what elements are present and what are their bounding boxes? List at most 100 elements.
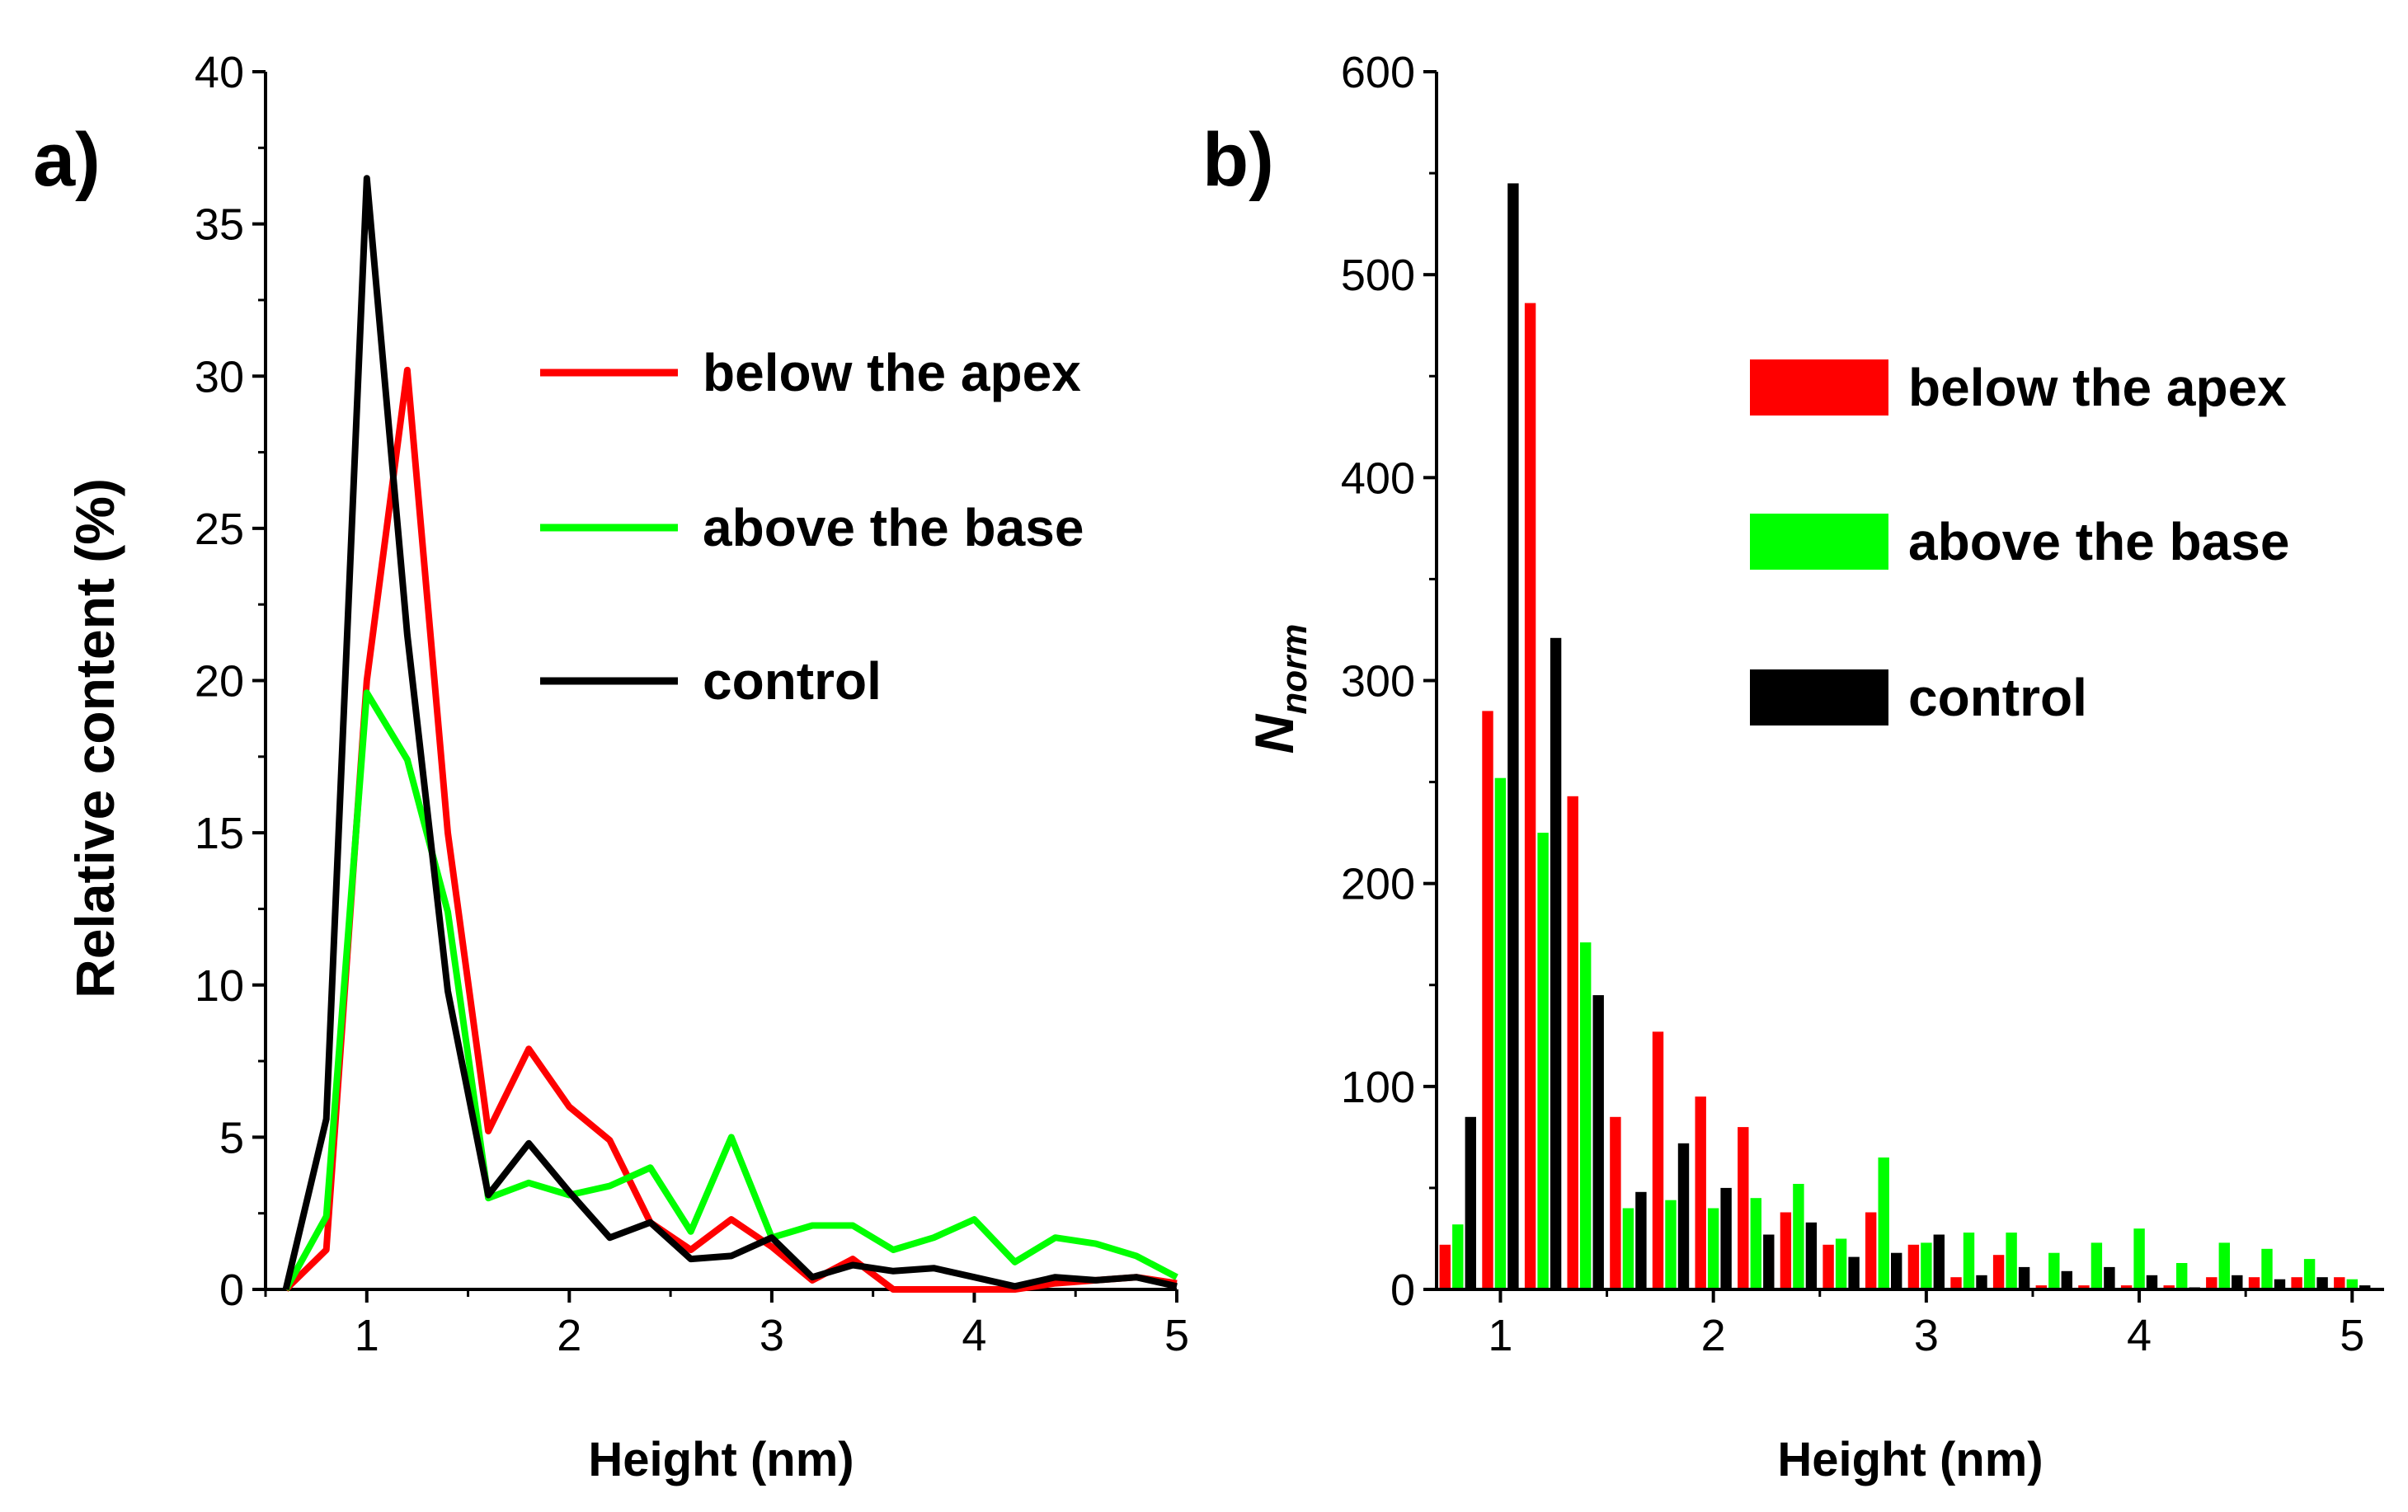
bar-control (1677, 1143, 1690, 1289)
legend-label: control (703, 651, 882, 711)
y-tick-label: 25 (195, 505, 244, 554)
legend-swatch-below-the-apex (1750, 359, 1888, 416)
bar-above-the-base (1452, 1224, 1464, 1289)
y-tick-label: 10 (195, 961, 244, 1011)
bar-below-the-apex (2291, 1277, 2302, 1289)
bar-below-the-apex (1950, 1277, 1962, 1289)
bar-below-the-apex (1907, 1244, 1920, 1289)
bar-control (2274, 1279, 2286, 1289)
bar-below-the-apex (1567, 796, 1578, 1289)
bar-above-the-base (1878, 1157, 1889, 1289)
bar-control (1763, 1234, 1775, 1289)
x-tick-label: 2 (1701, 1311, 1726, 1360)
bar-above-the-base (2303, 1259, 2316, 1289)
y-tick-label: 0 (219, 1265, 244, 1315)
bar-below-the-apex (1865, 1212, 1877, 1289)
x-tick-label: 5 (2340, 1311, 2364, 1360)
y-tick-label: 5 (219, 1113, 244, 1162)
bar-above-the-base (1921, 1242, 1932, 1289)
bar-control (2146, 1275, 2158, 1289)
bar-below-the-apex (2120, 1285, 2133, 1289)
legend-label: above the base (703, 498, 1084, 557)
bar-above-the-base (2261, 1248, 2273, 1289)
x-tick-label: 5 (1164, 1311, 1189, 1360)
bar-below-the-apex (1482, 711, 1493, 1289)
bar-above-the-base (1835, 1238, 1847, 1289)
bar-below-the-apex (1439, 1244, 1451, 1289)
bar-control (1805, 1222, 1818, 1289)
bar-above-the-base (1793, 1184, 1804, 1289)
bar-above-the-base (1665, 1200, 1677, 1289)
legend-swatch-above-the-base (1750, 514, 1888, 570)
bar-control (1848, 1256, 1860, 1289)
bar-above-the-base (2176, 1263, 2188, 1289)
bar-below-the-apex (1524, 303, 1536, 1290)
y-tick-label: 0 (1390, 1265, 1415, 1315)
bar-above-the-base (1707, 1208, 1719, 1289)
bar-above-the-base (2133, 1228, 2145, 1289)
bar-below-the-apex (2206, 1277, 2218, 1289)
bar-below-the-apex (2035, 1285, 2047, 1289)
bar-below-the-apex (1738, 1127, 1749, 1289)
y-axis-label: Nnorm (1244, 624, 1315, 754)
x-tick-label: 1 (355, 1311, 379, 1360)
y-tick-label: 30 (195, 352, 244, 401)
bar-below-the-apex (1610, 1116, 1621, 1289)
bar-control (2104, 1266, 2115, 1289)
series-line-below-the-apex (283, 366, 1178, 1293)
bar-control (1891, 1252, 1902, 1289)
bar-control (2061, 1270, 2072, 1289)
bar-below-the-apex (1822, 1244, 1834, 1289)
bar-above-the-base (2048, 1252, 2060, 1289)
legend-label: control (1908, 668, 2087, 727)
legend-label: below the apex (1908, 358, 2287, 417)
bar-above-the-base (2006, 1233, 2017, 1289)
bar-control (2018, 1266, 2030, 1289)
bar-control (1550, 637, 1562, 1289)
bar-below-the-apex (2163, 1285, 2175, 1289)
bar-above-the-base (2218, 1242, 2230, 1289)
y-tick-label: 500 (1341, 251, 1415, 300)
bar-above-the-base (1963, 1233, 1975, 1289)
legend-label: above the base (1908, 512, 2289, 571)
panel-a-line-chart: 0 5 10 15 20 25 30 35 40 1 2 3 4 5 Height (nm) Relative… (33, 48, 1189, 1486)
bar-below-the-apex (2334, 1277, 2345, 1289)
x-tick-label: 2 (557, 1311, 581, 1360)
legend-swatch-control (1750, 669, 1888, 725)
bar-below-the-apex (2248, 1277, 2260, 1289)
x-tick-label: 1 (1488, 1311, 1512, 1360)
x-tick-label: 3 (1914, 1311, 1939, 1360)
bar-control (2359, 1285, 2371, 1289)
y-axis-label-subscript: norm (1274, 624, 1315, 715)
x-axis-label: Height (nm) (588, 1433, 854, 1486)
bar-control (1465, 1116, 1476, 1289)
bar-above-the-base (2346, 1279, 2358, 1289)
bar-control (1592, 995, 1604, 1289)
y-tick-label: 400 (1341, 453, 1415, 503)
bar-control (2316, 1277, 2328, 1289)
y-tick-label: 35 (195, 200, 244, 250)
bar-above-the-base (1580, 942, 1592, 1289)
y-axis-label-main: N (1244, 713, 1305, 754)
bar-control (1976, 1275, 1987, 1289)
panel-label-a: a) (33, 118, 101, 202)
bar-below-the-apex (1780, 1212, 1792, 1289)
bar-control (2232, 1275, 2243, 1289)
panel-label-b: b) (1202, 118, 1274, 202)
bar-control (1933, 1234, 1945, 1289)
y-tick-label: 600 (1341, 48, 1415, 97)
bar-control (1635, 1191, 1647, 1289)
x-tick-label: 3 (760, 1311, 784, 1360)
x-axis-label: Height (nm) (1777, 1433, 2043, 1486)
bar-below-the-apex (1652, 1031, 1664, 1289)
bar-below-the-apex (2078, 1285, 2090, 1289)
y-tick-label: 20 (195, 657, 244, 707)
bar-above-the-base (1622, 1208, 1634, 1289)
x-tick-label: 4 (2127, 1311, 2152, 1360)
y-axis-label: Relative content (%) (64, 478, 125, 998)
bar-below-the-apex (1992, 1255, 2005, 1289)
bar-control (1507, 183, 1519, 1289)
y-tick-label: 15 (195, 809, 244, 858)
y-tick-label: 40 (195, 48, 244, 97)
